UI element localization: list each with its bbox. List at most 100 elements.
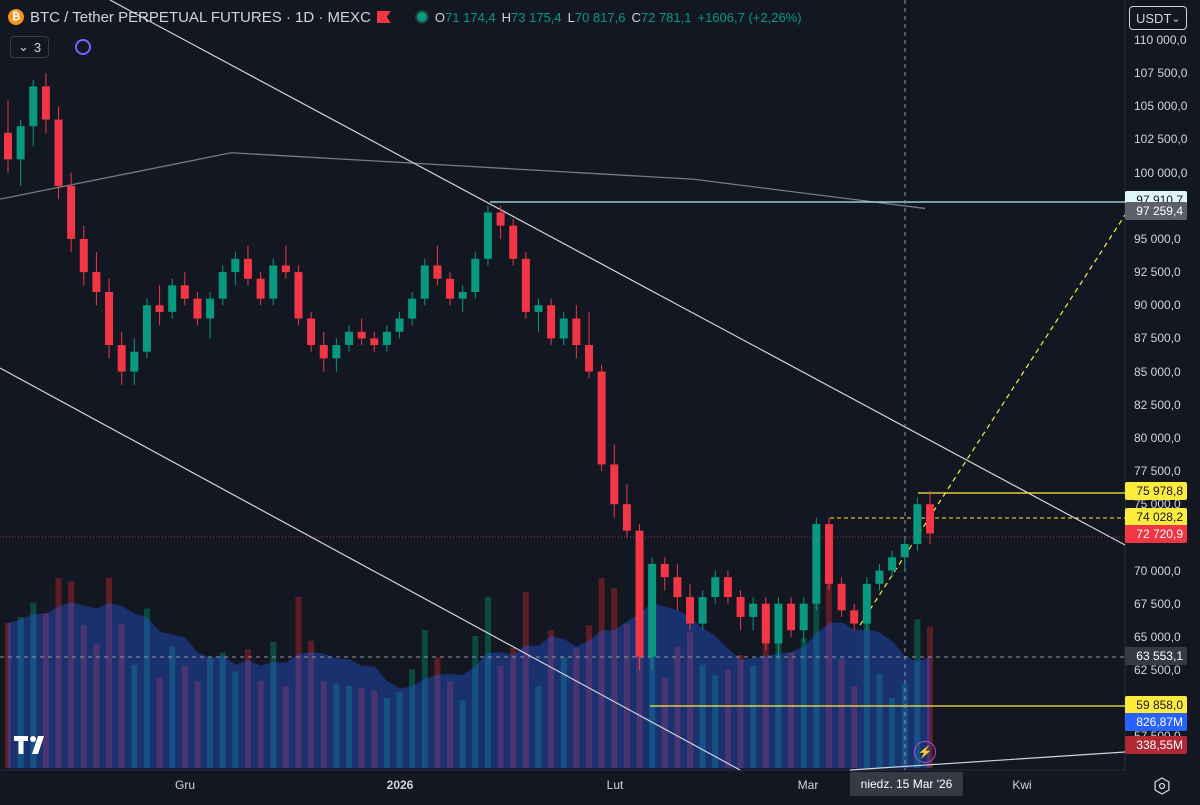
low-label: L <box>567 9 575 25</box>
price-tick-label: 80 000,0 <box>1134 430 1181 445</box>
price-tick-label: 100 000,0 <box>1134 165 1188 180</box>
symbol-title[interactable]: BTC / Tether PERPETUAL FUTURES · 1D · ME… <box>30 8 371 26</box>
candle-body <box>862 583 871 624</box>
price-tick-label: 107 500,0 <box>1134 66 1188 81</box>
candle-body <box>572 318 581 346</box>
candle-body <box>29 86 38 127</box>
candle-body <box>446 278 455 299</box>
price-tick-label: 75 000,0 <box>1134 497 1181 512</box>
crosshair-date-label: niedz. 15 Mar '26 <box>850 772 963 796</box>
tradingview-logo[interactable] <box>14 736 52 754</box>
candle-body <box>888 557 897 571</box>
volume-bar <box>548 630 555 768</box>
candle-body <box>547 305 556 339</box>
volume-bar <box>459 700 466 768</box>
candle-body <box>67 185 76 239</box>
volume-bar <box>55 578 62 768</box>
gear-icon[interactable] <box>1153 777 1171 795</box>
candle-body <box>610 464 619 505</box>
currency-select[interactable]: USDT ⌄ <box>1129 6 1187 30</box>
candle-body <box>534 305 543 312</box>
candle-body <box>723 577 732 598</box>
volume-bar <box>333 683 340 768</box>
volume-bar <box>270 642 277 768</box>
time-tick-label: Gru <box>174 778 196 792</box>
price-tag: 74 028,2 <box>1125 508 1187 527</box>
lightning-icon[interactable]: ⚡ <box>914 741 936 763</box>
volume-bar <box>320 681 327 768</box>
candle-body <box>799 603 808 631</box>
candle-body <box>812 524 821 604</box>
volume-bar <box>674 646 681 768</box>
volume-bar <box>851 686 858 768</box>
volume-bar <box>535 686 542 768</box>
volume-bar <box>825 581 832 768</box>
volume-bar <box>497 665 504 768</box>
candle-body <box>824 524 833 584</box>
volume-bar <box>295 596 302 768</box>
projection-line <box>859 214 1126 626</box>
price-tick-label: 102 500,0 <box>1134 132 1188 147</box>
sync-icon[interactable] <box>75 39 92 55</box>
bottom-trendline <box>849 751 1126 771</box>
volume-bar <box>636 578 643 768</box>
price-tick-label: 67 500,0 <box>1134 596 1181 611</box>
volume-bar <box>282 686 289 768</box>
candle-body <box>142 305 151 352</box>
indicators-toggle-button[interactable]: ⌄ 3 <box>10 36 50 58</box>
time-tick-label: 2026 <box>386 778 414 792</box>
price-tag: 63 553,1 <box>1125 647 1187 666</box>
price-tag: 338,55M <box>1125 736 1187 754</box>
volume-bar <box>383 698 390 768</box>
candle-body <box>357 331 366 339</box>
volume-bar <box>661 677 668 768</box>
candle-body <box>483 212 492 259</box>
candle-body <box>622 504 631 531</box>
candle-body <box>408 298 417 319</box>
symbol-header: ₿ BTC / Tether PERPETUAL FUTURES · 1D · … <box>8 6 802 28</box>
volume-bar <box>863 613 870 768</box>
candle-body <box>180 285 189 299</box>
time-axis[interactable]: Gru 2026 Lut Mar Kwi <box>0 770 1125 805</box>
volume-bar <box>649 578 656 768</box>
price-tick-label: 70 000,0 <box>1134 563 1181 578</box>
candle-body <box>584 345 593 372</box>
candle-body <box>4 132 12 160</box>
candle-body <box>307 318 316 346</box>
open-label: O <box>434 9 446 25</box>
candle-body <box>837 583 846 611</box>
volume-bar <box>876 674 883 768</box>
volume-bar <box>181 665 188 768</box>
candle-body <box>105 292 114 346</box>
volume-bar <box>80 625 87 768</box>
close-value: 72 781,1 <box>640 9 692 25</box>
volume-bar <box>17 617 24 768</box>
price-tag: 826,87M <box>1125 713 1187 731</box>
volume-bar <box>800 638 807 768</box>
close-label: C <box>631 9 641 25</box>
volume-bar <box>68 581 75 768</box>
candle-body <box>736 597 745 617</box>
volume-bar <box>737 655 744 768</box>
indicators-count: 3 <box>33 39 42 55</box>
volume-bar <box>434 657 441 768</box>
volume-bar <box>889 698 896 768</box>
flag-icon[interactable] <box>376 11 391 23</box>
price-tick-label: 77 500,0 <box>1134 464 1181 479</box>
volume-bar <box>232 671 239 768</box>
time-tick-label: Lut <box>606 778 624 792</box>
open-value: 71 174,4 <box>445 9 496 25</box>
candle-body <box>281 265 290 273</box>
candle-body <box>926 504 934 534</box>
volume-bar <box>573 648 580 768</box>
candle-body <box>155 305 164 312</box>
volume-bar <box>42 613 49 768</box>
volume-bar <box>750 665 757 768</box>
candle-body <box>54 119 63 186</box>
candle-body <box>256 278 265 299</box>
candle-body <box>319 345 328 359</box>
candle-body <box>900 544 909 558</box>
candle-body <box>16 126 25 160</box>
